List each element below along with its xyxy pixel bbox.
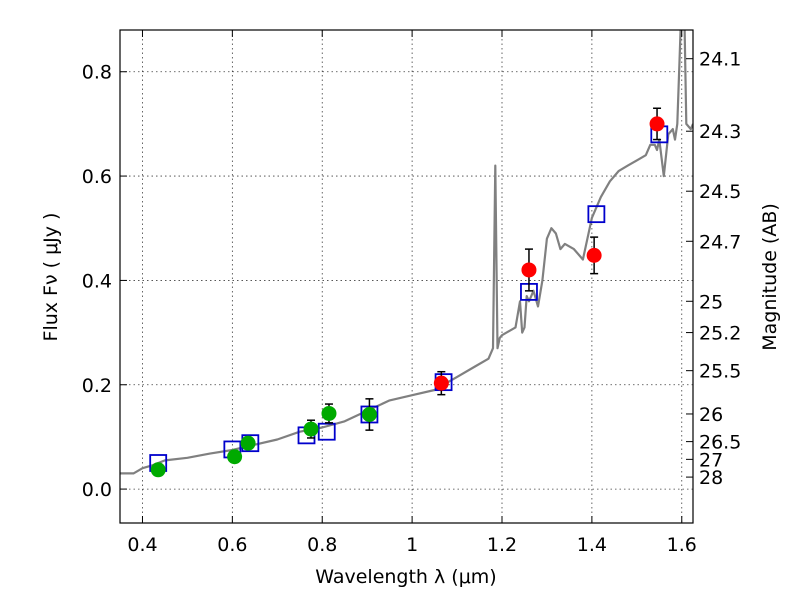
- data-point: [321, 405, 337, 421]
- grid: [120, 30, 693, 523]
- plot-frame: [119, 29, 694, 524]
- x-tick-label: 1.4: [577, 534, 607, 556]
- right-tick-label: 24.1: [699, 49, 741, 71]
- right-tick-label: 25.5: [699, 361, 741, 383]
- data-point: [521, 262, 537, 278]
- x-axis-label: Wavelength λ (μm): [315, 566, 496, 588]
- data-point: [649, 116, 665, 132]
- x-tick-label: 0.6: [217, 534, 247, 556]
- data-point: [433, 375, 449, 391]
- data-point: [150, 462, 166, 478]
- y-tick-label: 0.2: [82, 375, 112, 397]
- right-axis-label: Magnitude (AB): [759, 203, 781, 351]
- right-tick-label: 24.5: [699, 181, 741, 203]
- y-tick-label: 0.8: [82, 62, 112, 84]
- y-tick-label: 0.4: [82, 270, 112, 292]
- right-tick-label: 26: [699, 404, 723, 426]
- right-tick-label: 25: [699, 291, 723, 313]
- x-tick-label: 0.8: [307, 534, 337, 556]
- y-tick-label: 0.0: [82, 479, 112, 501]
- model-square: [587, 205, 606, 224]
- x-tick-label: 1.2: [487, 534, 517, 556]
- data-point: [303, 421, 319, 437]
- x-tick-label: 1.6: [667, 534, 697, 556]
- right-tick-label: 28: [699, 467, 723, 489]
- right-tick-label: 26.5: [699, 432, 741, 454]
- data-point: [586, 247, 602, 263]
- y-axis-label: Flux Fν ( μJy ): [40, 213, 62, 342]
- right-tick-label: 24.3: [699, 121, 741, 143]
- plot-series: [120, 30, 693, 478]
- right-tick-label: 24.7: [699, 231, 741, 253]
- y-tick-label: 0.6: [82, 166, 112, 188]
- plot-area: [120, 30, 693, 478]
- spectrum-line: [120, 30, 693, 475]
- data-point: [240, 435, 256, 451]
- data-point: [227, 449, 243, 465]
- axis-ticks: 0.4 0.6 0.8 1 1.2 1.4 1.6 0.0 0.2 0.4 0.6 0.8 24.1 24…: [82, 30, 741, 556]
- data-point: [361, 406, 377, 422]
- right-tick-label: 27: [699, 449, 723, 471]
- right-tick-label: 25.2: [699, 323, 741, 345]
- model-square: [317, 422, 336, 441]
- x-tick-label: 1: [406, 534, 418, 556]
- x-tick-label: 0.4: [127, 534, 157, 556]
